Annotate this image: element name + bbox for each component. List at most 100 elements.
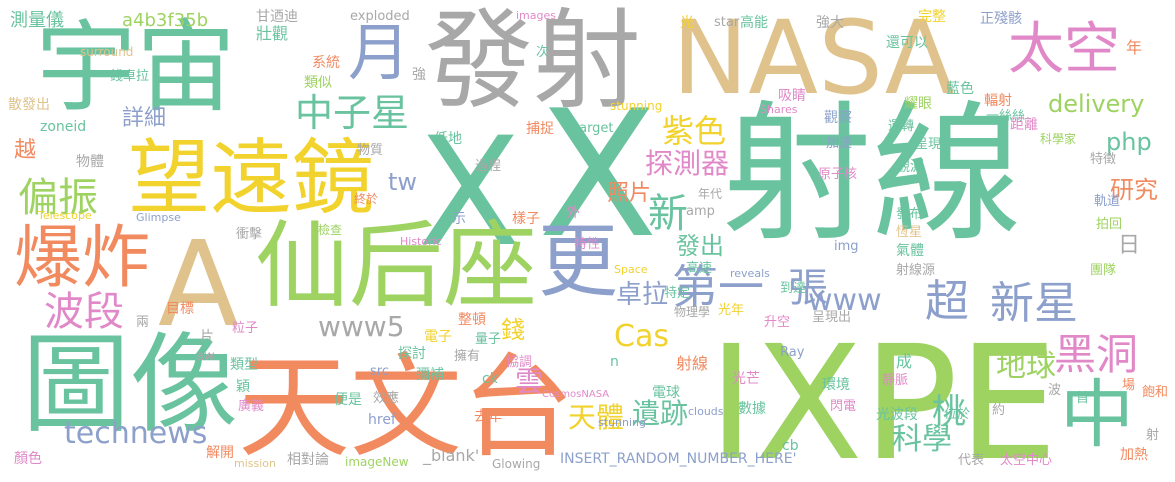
word-chengxian: 呈現 (915, 137, 942, 152)
word-haikeyi: 還可以 (886, 35, 928, 51)
word-star: star (714, 15, 740, 30)
word-fashe: 發射 (425, 0, 642, 124)
word-guancha: 觀察 (824, 110, 852, 126)
word-shi: 示 (452, 211, 466, 227)
word-bianshi: 便是 (334, 392, 362, 408)
word-ci: 次 (536, 45, 550, 60)
word-qunian: 去年 (474, 409, 502, 425)
word-wuti: 物體 (76, 154, 104, 170)
word-daoda: 到達 (780, 281, 807, 296)
word-buzhuo: 捕捉 (526, 121, 554, 137)
word-xitong: 系統 (312, 55, 340, 71)
word-technews: technews (64, 416, 208, 451)
word-stunning-top: stunning (610, 99, 663, 113)
word-chao: 超 (925, 276, 969, 327)
word-delivery: delivery (1048, 90, 1145, 118)
word-didi: 低地 (434, 131, 462, 147)
word-texing: 特性 (574, 237, 601, 252)
word-tianwentai: 天文台 (238, 343, 574, 473)
word-fabu: 發布 (896, 207, 923, 222)
word-diqiu: 地球 (996, 349, 1056, 384)
word-ri: 日 (1118, 233, 1141, 258)
word-zhang: 張 (788, 265, 828, 311)
word-shares: Shares (760, 103, 798, 116)
word-a4b3f35b: a4b3f35b (122, 10, 209, 31)
word-telescope: Telescope (38, 209, 92, 222)
word-zhongyu: 終於 (354, 192, 379, 206)
word-yue3: 約 (992, 403, 1006, 418)
word-she: 射 (1146, 428, 1160, 443)
word-wai: 外 (566, 205, 580, 221)
word-paihui: 拍回 (1096, 217, 1123, 232)
word-xiangxi: 詳細 (122, 106, 167, 131)
word-reveals: reveals (730, 267, 770, 280)
word-weiyu: 位於 (944, 407, 971, 422)
word-cheng: 成 (896, 352, 913, 371)
word-ixpe: IXPE (708, 312, 1058, 482)
word-shexianyuan: 射線源 (896, 263, 936, 278)
word-aw: aw (196, 349, 215, 364)
word-zise: 紫色 (662, 112, 727, 150)
word-zhuola: 卓拉 (616, 280, 669, 310)
word-wuzhi: 物質 (357, 143, 384, 158)
word-baohe: 飽和 (1142, 385, 1169, 400)
word-blank: _blank' (423, 446, 480, 465)
word-jiekai: 解開 (206, 445, 234, 461)
word-insert-random-number: INSERT_RANDOM_NUMBER_HERE' (560, 451, 797, 467)
word-amp: amp (686, 204, 715, 219)
word-mission: mission (234, 457, 276, 470)
word-diyi: 第一 (672, 260, 764, 314)
word-stunning-bottom: stunning (598, 416, 646, 429)
word-juli: 距離 (1010, 117, 1038, 133)
word-yuanzihe: 原子核 (818, 167, 858, 182)
word-cb: cb (782, 438, 799, 454)
word-dianzi: 電子 (424, 329, 452, 345)
word-zhengcanhai: 正殘骸 (980, 11, 1022, 27)
word-tianti: 天體 (568, 401, 625, 434)
word-yiji: 遺跡 (632, 397, 689, 430)
word-glowing: Glowing (492, 457, 541, 471)
word-chang: 場 (1122, 378, 1136, 393)
word-img: img (834, 239, 859, 254)
word-zhaopian: 照片 (607, 181, 652, 206)
word-bo: 波 (1048, 383, 1062, 398)
word-guangyi: 廣義 (238, 399, 265, 414)
word-yaoyan: 耀眼 (904, 96, 932, 112)
word-qiangda: 強大 (816, 15, 844, 31)
word-mubiao: 目標 (166, 301, 194, 317)
word-jiancha: 檢查 (318, 223, 343, 237)
word-tuandui: 團隊 (1090, 263, 1117, 278)
word-xietiao: 協調 (506, 355, 533, 370)
word-jiasu: 加速 (826, 136, 853, 151)
word-yanse: 顏色 (14, 451, 42, 467)
word-guang: 光 (680, 15, 694, 31)
word-shou: 首 (1076, 391, 1090, 406)
word-xinxing: 新星 (990, 278, 1078, 329)
word-xijing: 吸睛 (778, 88, 806, 104)
word-baozha: 爆炸 (14, 219, 151, 298)
word-yue: 月 (348, 16, 411, 89)
word-wulixue: 物理學 (674, 305, 711, 319)
word-guangnian: 光年 (718, 303, 745, 318)
word-kexue: 科學 (892, 422, 952, 457)
word-www: www (808, 283, 882, 318)
word-geng: 更 (538, 215, 618, 308)
word-taikongzhongxin: 太空中心 (1000, 453, 1053, 468)
word-heidong: 黑洞 (1054, 330, 1139, 379)
word-x-right: X (538, 74, 658, 277)
word-leisi: 類似 (304, 75, 332, 91)
word-qiang: 強 (412, 67, 426, 83)
word-qianzhuola: 錢卓拉 (110, 69, 150, 84)
word-fachu: 發出 (676, 232, 724, 260)
word-php: php (1106, 128, 1152, 156)
word-target: target (574, 121, 614, 136)
word-chengxianchu: 呈現出 (812, 310, 852, 325)
word-shengkong: 升空 (764, 315, 791, 330)
word-guangmang: 光芒 (732, 371, 760, 387)
word-she-xian: 射線 (722, 88, 1023, 262)
word-zoneid: zoneid (40, 119, 87, 135)
word-surround: surround (80, 45, 134, 59)
word-yuzhou: 宇宙 (36, 9, 236, 126)
word-qiti: 氣體 (896, 243, 924, 259)
